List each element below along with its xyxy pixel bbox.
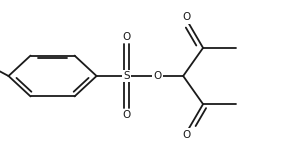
Text: O: O: [182, 130, 190, 140]
Text: O: O: [122, 32, 131, 42]
Text: O: O: [122, 110, 131, 120]
Text: O: O: [182, 12, 190, 22]
Text: S: S: [123, 71, 130, 81]
Text: O: O: [153, 71, 162, 81]
